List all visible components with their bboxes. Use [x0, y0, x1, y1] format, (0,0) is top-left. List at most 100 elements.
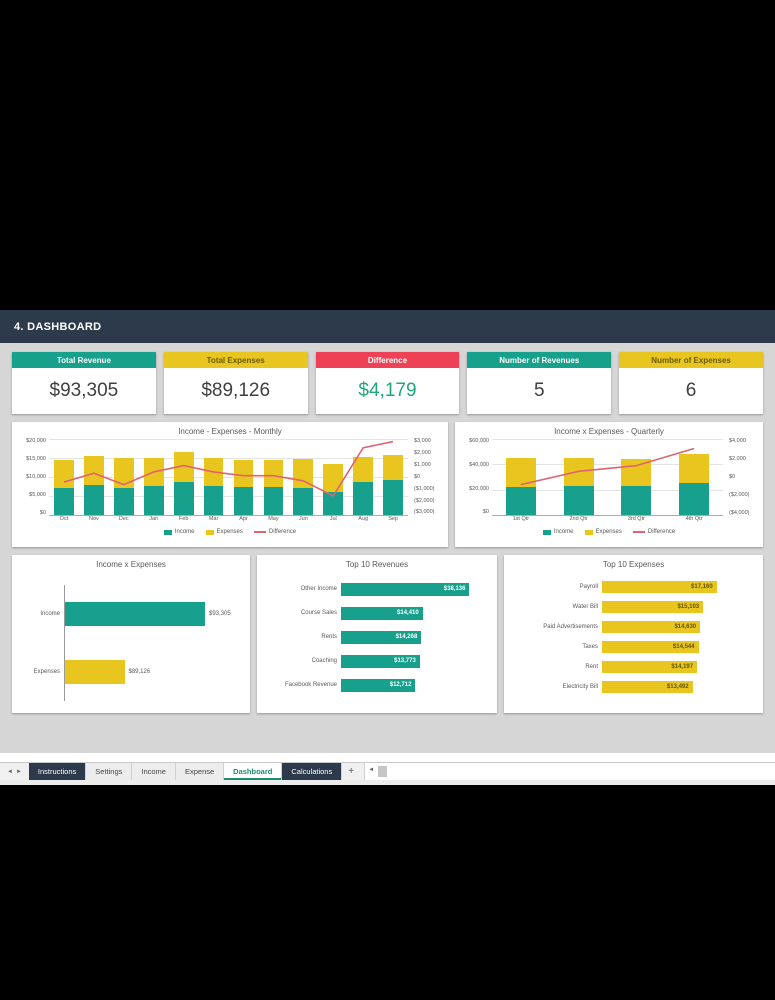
bar-slot: [318, 439, 348, 515]
bar-value: $14,544: [672, 644, 695, 650]
bar-track: $15,103: [602, 597, 753, 617]
expenses-segment: [113, 458, 134, 488]
stacked-bar-apr[interactable]: [233, 439, 254, 515]
category-label: Course Sales: [300, 610, 337, 616]
expenses-segment: [621, 459, 652, 487]
kpi-card-difference: Difference $4,179: [315, 352, 460, 414]
bar-value: $12,712: [389, 682, 412, 688]
gridline: [492, 439, 723, 440]
stacked-bar-oct[interactable]: [54, 439, 74, 515]
stacked-bar-4th-qtr[interactable]: [679, 439, 710, 515]
bar-track: $38,136: [341, 577, 487, 601]
sheet-tab-instructions[interactable]: Instructions: [28, 763, 87, 780]
expenses-segment: [173, 452, 194, 482]
chart-title: Income - Expenses - Monthly: [178, 427, 282, 436]
gridline: [49, 439, 408, 440]
bar-row-taxes: Taxes $14,544: [510, 637, 753, 657]
bar-track: $89,126: [64, 643, 240, 701]
difference-line: [492, 439, 723, 515]
sheet-tab-settings[interactable]: Settings: [86, 763, 133, 780]
axis-tick-label: $0: [729, 473, 736, 480]
sheet-tab-dashboard[interactable]: Dashboard: [224, 763, 283, 780]
income-segment: [323, 492, 344, 515]
sheet-tab-expense[interactable]: Expense: [175, 763, 225, 780]
hscroll-thumb[interactable]: [378, 766, 388, 777]
chart-legend: Income Expenses Difference: [12, 529, 448, 535]
x-tick-label: Jun: [298, 516, 308, 522]
kpi-card-total-expenses: Total Expenses $89,126: [163, 352, 308, 414]
bar-row-electricity-bill: Electricity Bill $13,492: [510, 677, 753, 697]
bar-income[interactable]: [65, 602, 205, 626]
tab-nav-buttons: ◄ ►: [0, 763, 29, 780]
stacked-bar-may[interactable]: [263, 439, 284, 515]
income-segment: [563, 485, 594, 515]
bar-paid-advertisements[interactable]: $14,630: [602, 621, 701, 633]
difference-legend-swatch: [253, 531, 266, 533]
dashboard-content: Total Revenue $93,305 Total Expenses $89,12…: [0, 343, 775, 753]
bar-water-bill[interactable]: $15,103: [602, 601, 704, 613]
gridline: [49, 477, 408, 478]
income-segment: [143, 485, 164, 515]
legend-item-expenses: Expenses: [205, 529, 243, 535]
income-segment: [54, 488, 74, 515]
gridline: [49, 458, 408, 459]
bar-rent[interactable]: $14,197: [602, 661, 698, 673]
bar-value: $17,160: [691, 584, 713, 590]
y-axis-right: $4,000 $2,000 $0 ($2,000) ($4,000): [726, 438, 755, 516]
axis-tick-label: ($2,000): [729, 491, 750, 498]
sheet-tab-income[interactable]: Income: [132, 763, 176, 780]
bar-row-facebook-revenue: Facebook Revenue $12,712: [263, 673, 487, 697]
stacked-bar-dec[interactable]: [113, 439, 134, 515]
bar-track: $13,773: [341, 649, 487, 673]
bar-other-income[interactable]: $38,136: [341, 582, 470, 596]
bar-slot: [109, 439, 139, 515]
chart-body: Payroll $17,160 Water Bill $15,103 Paid Adve…: [504, 569, 763, 697]
stacked-bar-sep[interactable]: [383, 439, 403, 515]
bar-coaching[interactable]: $13,773: [341, 654, 420, 668]
stacked-bar-3rd-qtr[interactable]: [621, 439, 652, 515]
stacked-bar-feb[interactable]: [173, 439, 194, 515]
income-segment: [233, 487, 254, 515]
expenses-legend-swatch: [205, 529, 214, 535]
category-label: Rents: [321, 634, 337, 640]
bar-rents[interactable]: $14,268: [341, 630, 422, 644]
monthly-combo-chart: Income - Expenses - Monthly $20,000 $15,00…: [12, 422, 448, 547]
stacked-bar-2nd-qtr[interactable]: [563, 439, 594, 515]
hscroll-left-icon[interactable]: ◄: [368, 767, 375, 773]
category-label: Expenses: [33, 669, 60, 675]
income-legend-swatch: [542, 529, 551, 535]
kpi-card-number-of-revenues: Number of Revenues 5: [467, 352, 612, 414]
x-tick-label: Oct: [59, 516, 69, 522]
bar-expenses[interactable]: [65, 660, 125, 684]
bar-slot: [229, 439, 259, 515]
bar-electricity-bill[interactable]: $13,492: [602, 681, 693, 693]
bar-row-course-sales: Course Sales $14,410: [263, 601, 487, 625]
bar-value: $13,773: [394, 658, 416, 664]
bar-course-sales[interactable]: $14,410: [341, 606, 423, 620]
chart-body: $20,000 $15,000 $10,000 $5,000 $0 Oct Nov Dec Ja…: [12, 436, 448, 526]
bars-layer: [49, 439, 408, 515]
tab-nav-right-icon[interactable]: ►: [15, 768, 22, 775]
add-sheet-button[interactable]: +: [348, 766, 355, 777]
horizontal-scrollbar[interactable]: ◄: [364, 763, 775, 780]
bar-track: $13,492: [602, 677, 753, 697]
bar-track: $14,630: [602, 617, 753, 637]
x-tick-label: Jul: [329, 516, 337, 522]
stacked-bar-nov[interactable]: [84, 439, 104, 515]
bar-taxes[interactable]: $14,544: [602, 641, 699, 653]
sheet-tab-calculations[interactable]: Calculations: [282, 763, 343, 780]
tab-nav-left-icon[interactable]: ◄: [7, 768, 13, 775]
bar-row-payroll: Payroll $17,160: [510, 577, 753, 597]
kpi-card-number-of-expenses: Number of Expenses 6: [619, 352, 763, 414]
x-tick-label: Mar: [208, 516, 219, 522]
bar-facebook-revenue[interactable]: $12,712: [341, 678, 416, 692]
axis-tick-label: $3,000: [414, 438, 431, 444]
bar-row-rents: Rents $14,268: [263, 625, 487, 649]
bar-payroll[interactable]: $17,160: [602, 581, 717, 593]
bar-value: $13,492: [666, 684, 689, 690]
stacked-bar-jul[interactable]: [323, 439, 344, 515]
axis-tick-label: $4,000: [729, 438, 746, 444]
category-label: Paid Advertisements: [543, 624, 598, 630]
stacked-bar-aug[interactable]: [353, 439, 374, 515]
expenses-segment: [263, 459, 284, 488]
